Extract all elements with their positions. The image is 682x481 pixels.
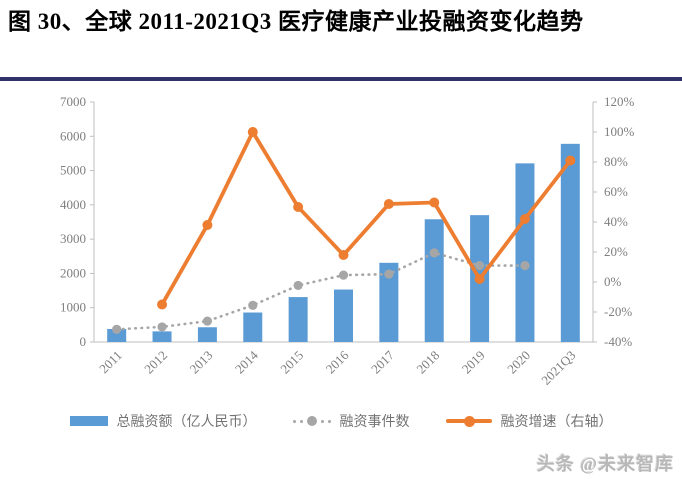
legend-label-event-count: 融资事件数 [339,415,410,430]
data-point-marker [474,274,485,284]
data-point-marker [248,300,258,310]
data-point-marker [565,155,576,166]
chart-area: 0 1000 2000 3000 4000 5000 6000 7000 -40% -20% 0% 2… [0,84,682,414]
x-axis-label: 2013 [187,348,216,377]
right-axis-tick: 120% [604,94,635,109]
legend-item-total-financing: 总融资额（亿人民币） [69,411,257,431]
x-axis-label: 2011 [96,348,125,377]
bar-2011 [107,328,127,342]
bar-2021Q3 [560,143,580,342]
right-axis-tick: 100% [604,124,635,139]
left-axis-tick: 6000 [60,128,86,143]
right-axis-tick: -40% [604,334,632,349]
data-point-marker [293,280,303,291]
chart-legend: 总融资额（亿人民币） 融资事件数 融资增速（右轴） [0,411,682,431]
bar-2013 [197,327,217,342]
x-axis-label: 2014 [232,347,261,376]
legend-label-total-financing: 总融资额（亿人民币） [116,415,257,430]
left-axis-tick: 4000 [60,197,86,212]
right-axis-tick: -20% [604,304,632,319]
data-point-marker [202,316,213,326]
left-axis-tick: 0 [80,334,87,349]
x-axis-label: 2016 [323,347,352,376]
right-axis-tick: 20% [604,244,628,259]
combo-chart: 0 1000 2000 3000 4000 5000 6000 7000 -40% -20% 0% 2… [60,94,635,388]
data-point-marker [519,214,530,224]
left-axis-tick: 3000 [60,231,86,246]
legend-label-growth-rate: 融资增速（右轴） [500,415,613,430]
data-point-marker [157,299,168,310]
bar-2015 [288,297,308,342]
legend-item-event-count: 融资事件数 [292,411,410,431]
series-events-line [112,248,530,334]
data-point-marker [520,260,530,271]
right-axis-tick: 0% [604,274,622,289]
bar-swatch-icon [69,416,108,426]
x-axis-label: 2015 [277,348,306,377]
data-point-marker [338,250,349,260]
bar-2012 [152,331,172,342]
left-axis-tick: 2000 [60,265,86,280]
data-point-marker [293,202,304,212]
line-marker-swatch-icon [445,415,492,427]
watermark: 头条 @未来智库 [536,454,674,474]
left-axis-tick: 1000 [60,300,86,315]
bar-2018 [424,219,444,342]
axis-tick-labels: 0 1000 2000 3000 4000 5000 6000 7000 -40% -20% 0% 2… [60,94,635,388]
dotted-line-swatch-icon [292,416,331,426]
data-point-marker [112,324,122,334]
x-axis-label: 2012 [141,348,170,377]
figure-title: 图 30、全球 2011-2021Q3 医疗健康产业投融资变化趋势 [8,9,584,34]
data-point-marker [383,199,394,209]
data-point-marker [338,270,349,280]
left-axis-tick: 5000 [60,163,86,178]
x-axis-label: 2018 [413,348,442,377]
data-point-marker [202,220,213,230]
legend-item-growth-rate: 融资增速（右轴） [445,411,613,431]
right-axis-tick: 60% [604,184,628,199]
series-growth-line [157,127,576,310]
x-axis-label: 2021Q3 [538,348,578,388]
x-axis-label: 2020 [504,348,533,377]
right-axis-tick: 80% [604,154,628,169]
x-axis-label: 2019 [459,348,488,377]
title-underline [0,77,682,81]
data-point-marker [474,260,485,271]
bar-2017 [379,262,399,342]
left-axis-tick: 7000 [60,94,86,109]
data-point-marker [157,322,167,332]
data-point-marker [429,248,439,258]
series-bars [107,143,580,342]
bar-2020 [515,163,535,342]
x-axis-label: 2017 [368,347,397,376]
right-axis-tick: 40% [604,214,628,229]
bar-2014 [243,312,263,342]
data-point-marker [429,197,440,208]
data-point-marker [247,127,258,137]
bar-2016 [334,289,353,342]
data-point-marker [384,269,394,279]
